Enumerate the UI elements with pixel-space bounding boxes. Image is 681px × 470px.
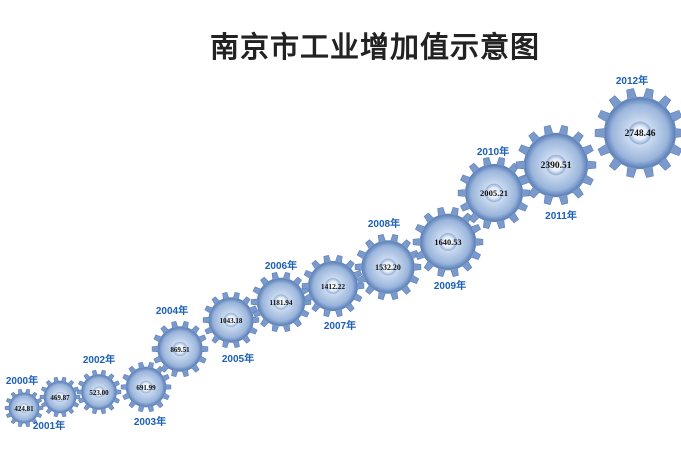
value-label: 2005.21 [480,188,508,198]
year-label: 2007年 [324,319,356,332]
value-label: 1412.22 [321,282,345,291]
value-label: 1043.18 [220,317,243,325]
gear-2011年: 2390.51 [515,125,597,205]
value-label: 691.99 [136,384,156,392]
gear-2002年: 523.00 [76,369,122,415]
value-label: 2748.46 [625,129,656,139]
gear-hub [139,380,153,394]
gear-hub [545,154,567,176]
year-label: 2000年 [6,374,38,387]
year-label: 2012年 [616,74,648,87]
gear-hub [172,341,188,357]
gear-2008年: 1532.20 [354,234,422,300]
gear-hub [19,403,29,413]
year-label: 2008年 [368,217,400,230]
gear-2007年: 1412.22 [301,254,365,318]
year-label: 2001年 [33,419,65,432]
gear-2009年: 1640.53 [412,207,484,277]
gear-2004年: 869.51 [151,320,209,378]
year-label: 2009年 [434,279,466,292]
year-label: 2003年 [134,415,166,428]
value-label: 1640.53 [434,238,461,247]
year-label: 2006年 [265,259,297,272]
gear-hub [325,278,341,294]
year-label: 2011年 [545,209,577,222]
value-label: 2390.51 [541,161,572,171]
year-label: 2004年 [156,304,188,317]
gear-hub [273,294,289,310]
gear-2003年: 691.99 [120,361,172,413]
gear-hub [439,233,457,251]
value-label: 469.87 [50,394,70,402]
value-label: 523.00 [89,389,109,397]
value-label: 424.81 [14,405,34,413]
value-label: 1181.94 [270,299,293,307]
gear-hub [54,391,66,403]
gear-hub [484,183,504,203]
gear-2005年: 1043.18 [202,291,260,349]
gear-2012年: 2748.46 [594,88,681,178]
gear-hub [379,258,397,276]
chart-title: 南京市工业增加值示意图 [209,30,540,64]
gear-2000年: 424.81 [4,388,44,428]
year-label: 2002年 [83,353,115,366]
gear-hub [93,386,105,398]
value-label: 869.51 [170,346,190,354]
year-label: 2010年 [477,145,509,158]
gear-hub [628,121,652,145]
gear-2010年: 2005.21 [457,157,531,229]
gear-2001年: 469.87 [39,376,81,418]
value-label: 1532.20 [375,263,401,272]
gear-hub [223,312,239,328]
gear-2006年: 1181.94 [250,271,312,333]
year-label: 2005年 [222,352,254,365]
